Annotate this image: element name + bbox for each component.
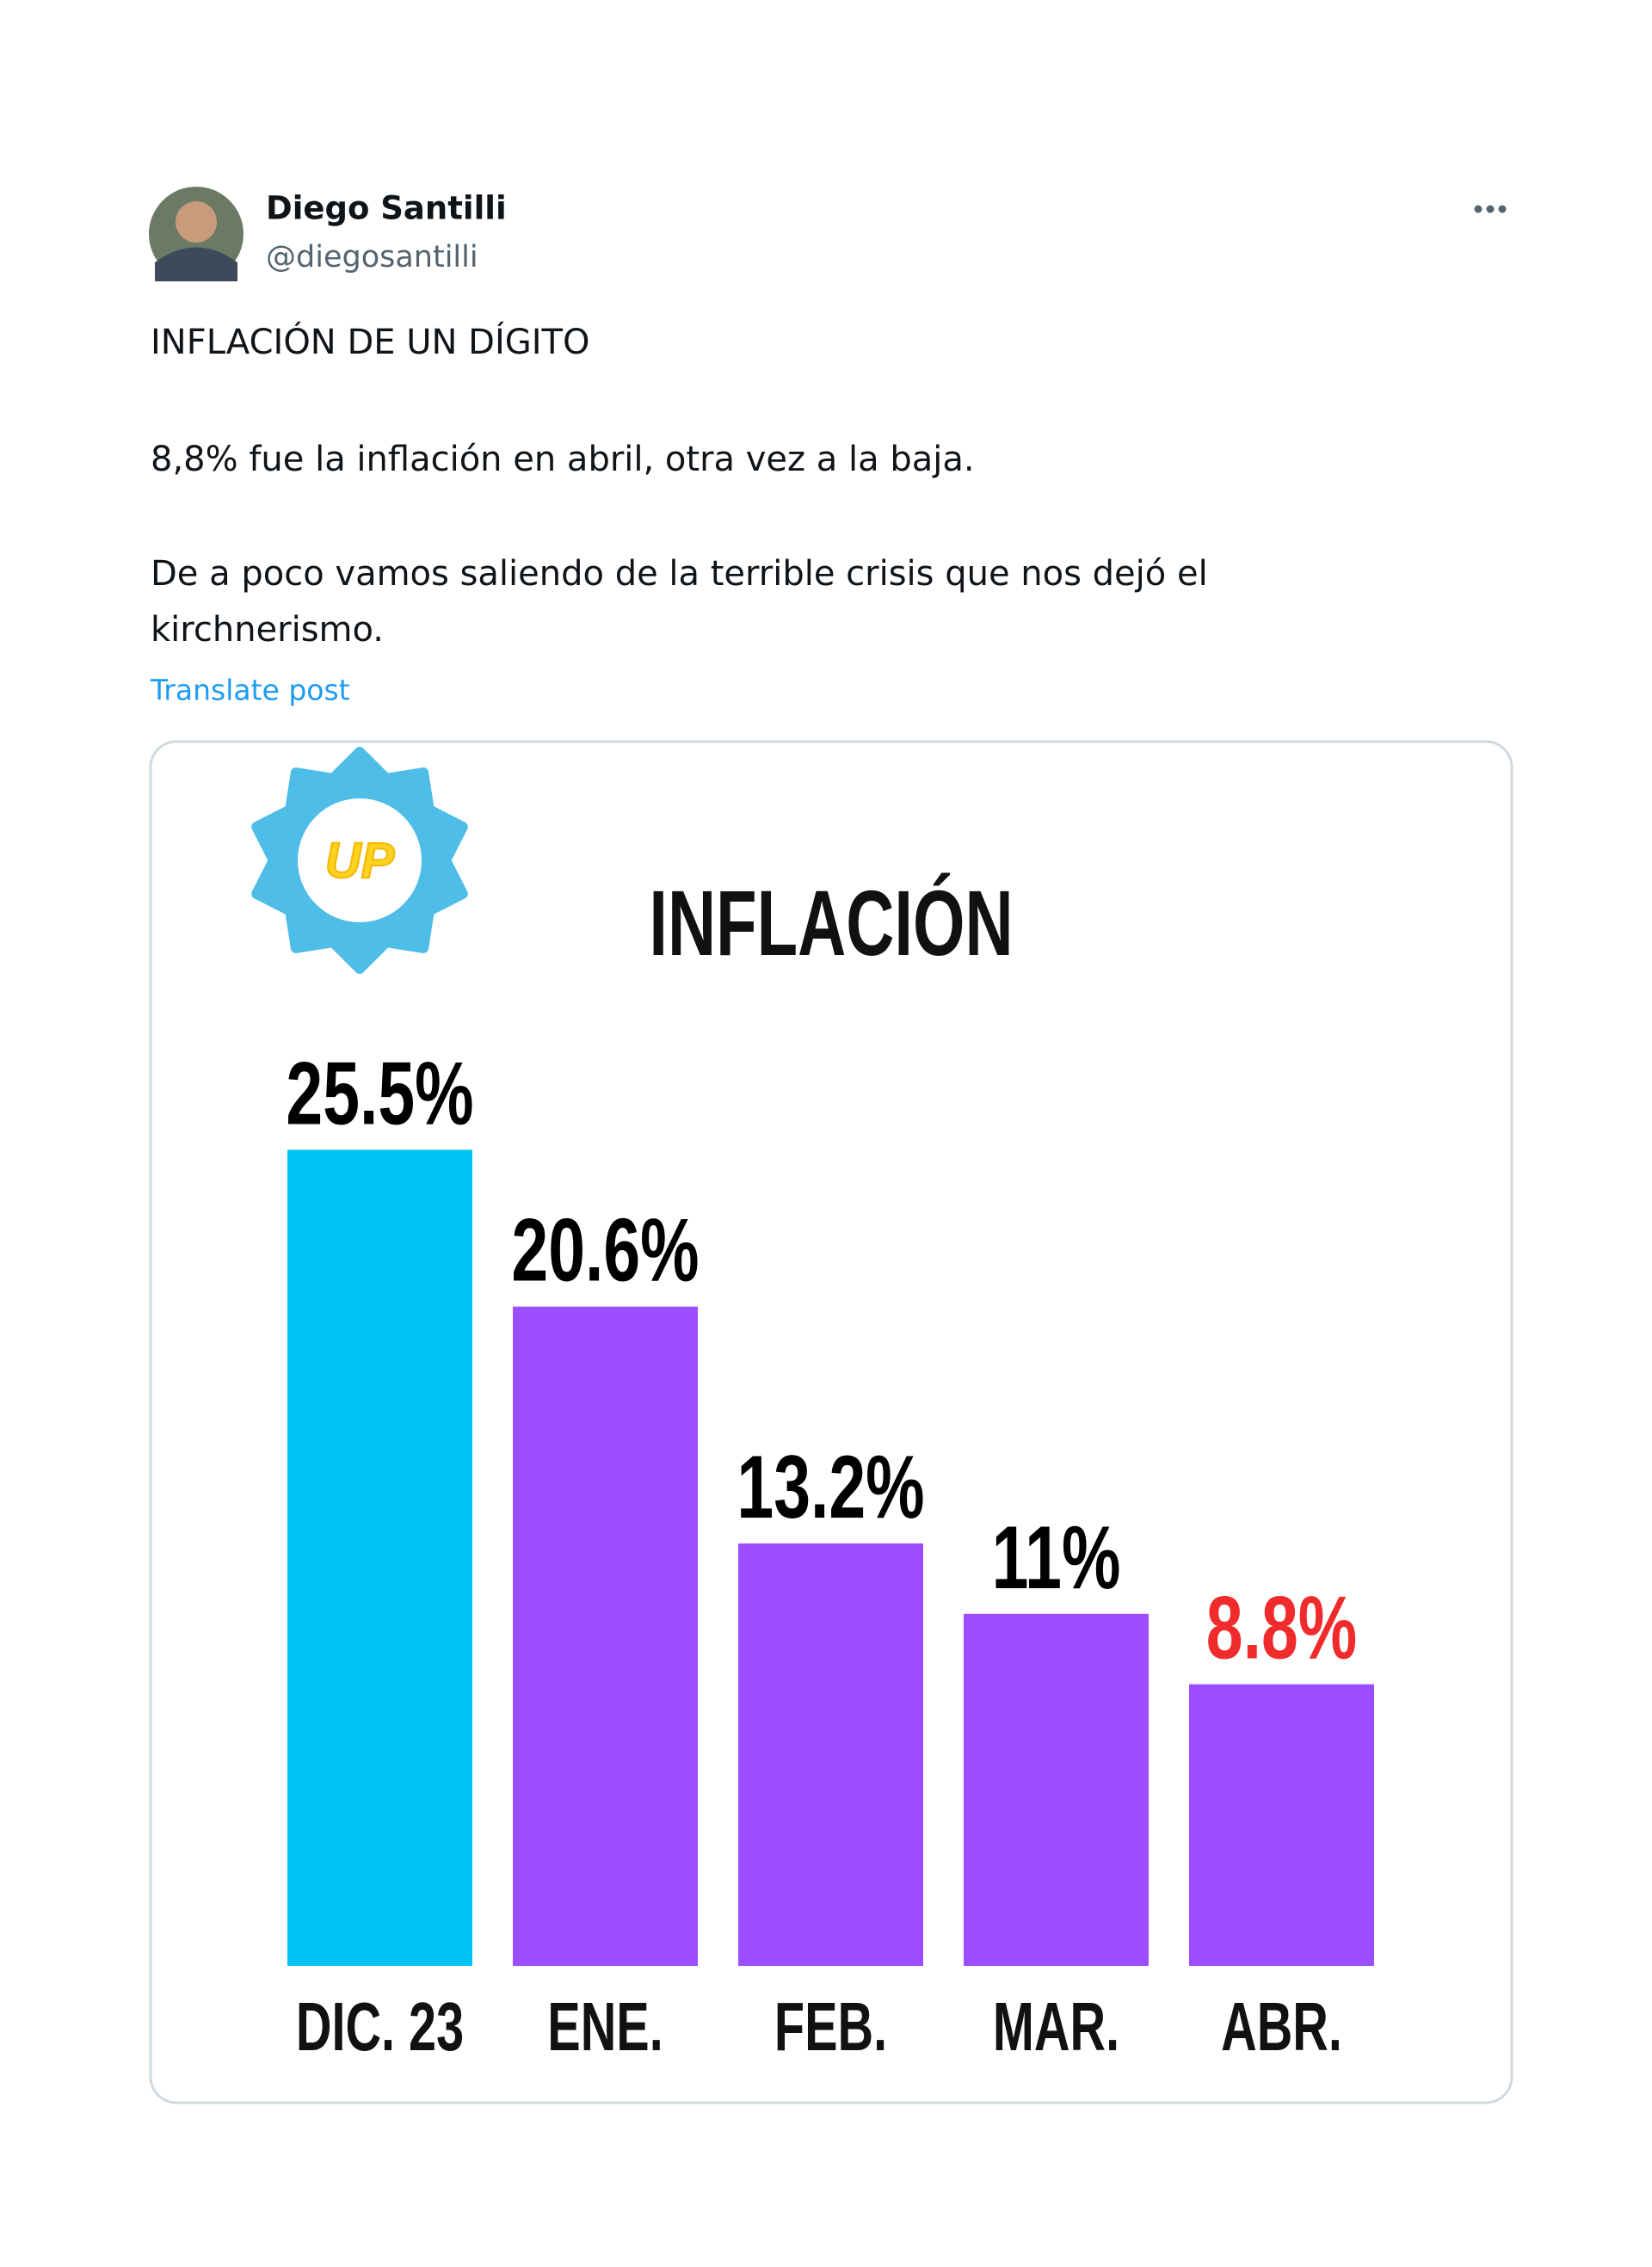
tweet-text: De a poco vamos saliendo de la terrible … (151, 554, 1208, 594)
bar (513, 1306, 698, 1966)
bar (1189, 1684, 1374, 1966)
bar (964, 1613, 1149, 1966)
tweet-text: 8,8% fue la inflación en abril, otra vez… (151, 440, 975, 479)
value-label-group: 13.2% (737, 1438, 924, 1537)
category-label: ENE. (547, 1988, 663, 2066)
value-label-group: 20.6% (511, 1200, 699, 1300)
category-label: MAR. (993, 1988, 1119, 2066)
value-label: 8.8% (1206, 1578, 1357, 1678)
chart-title: INFLACIÓN (649, 871, 1013, 975)
translate-link[interactable]: Translate post (150, 674, 350, 707)
more-menu[interactable] (1474, 205, 1507, 213)
category-label-group: ABR. (1221, 1988, 1342, 2066)
title-group: INFLACIÓN (649, 871, 1013, 975)
dot (1498, 205, 1507, 213)
tweet-text: kirchnerismo. (151, 610, 384, 650)
category-label-group: ENE. (547, 1988, 663, 2066)
dot (1474, 205, 1482, 213)
value-label-group: 11% (992, 1508, 1121, 1608)
logo-center (298, 798, 422, 922)
tweet-text: INFLACIÓN DE UN DÍGITO (151, 321, 589, 362)
category-label: ABR. (1221, 1988, 1342, 2066)
chart: UP INFLACIÓN 25.5% DIC. 23 20.6% ENE. 13.2% FEB… (251, 747, 1374, 2066)
dot (1486, 205, 1495, 213)
avatar-face (176, 201, 217, 243)
category-label: DIC. 23 (296, 1988, 464, 2066)
value-label-group: 8.8% (1206, 1578, 1357, 1678)
category-label-group: MAR. (993, 1988, 1119, 2066)
value-label: 25.5% (286, 1044, 473, 1143)
value-label-group: 25.5% (286, 1044, 473, 1143)
media-card[interactable] (149, 740, 1513, 2104)
category-label: FEB. (774, 1988, 887, 2066)
avatar-body (155, 247, 237, 281)
bar (287, 1149, 472, 1966)
value-label: 13.2% (737, 1438, 924, 1537)
author-handle[interactable]: @diegosantilli (266, 240, 478, 274)
author-name[interactable]: Diego Santilli (266, 190, 507, 227)
category-label-group: DIC. 23 (296, 1988, 464, 2066)
value-label: 20.6% (511, 1200, 699, 1300)
category-label-group: FEB. (774, 1988, 887, 2066)
logo-text: UP (325, 833, 395, 889)
value-label: 11% (992, 1508, 1121, 1608)
avatar[interactable] (149, 187, 243, 281)
bar (738, 1543, 923, 1966)
